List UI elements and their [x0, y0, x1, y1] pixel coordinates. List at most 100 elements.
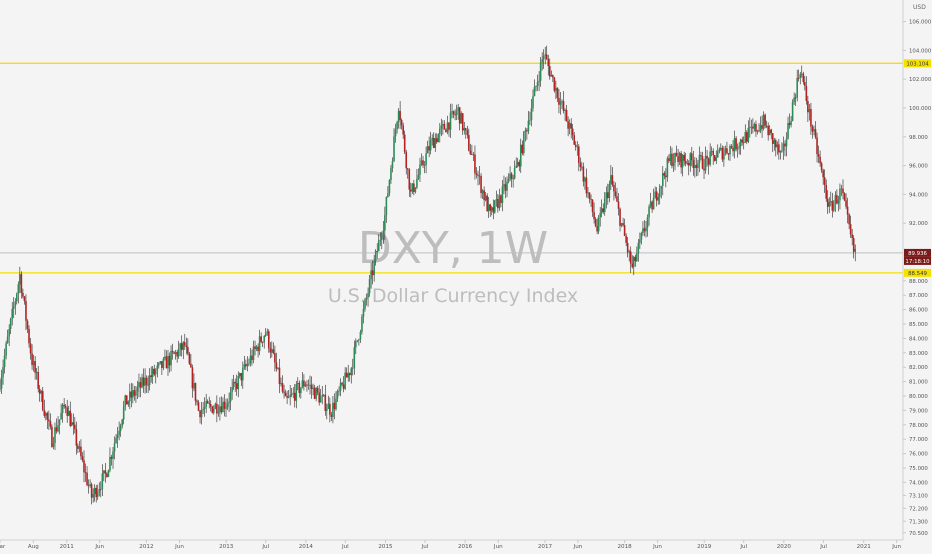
candle[interactable]: [29, 337, 32, 360]
candle[interactable]: [242, 361, 244, 389]
candle[interactable]: [419, 157, 421, 183]
candle[interactable]: [753, 122, 756, 132]
candle[interactable]: [782, 136, 785, 160]
candle[interactable]: [167, 349, 169, 376]
candle[interactable]: [171, 343, 174, 360]
candle[interactable]: [410, 182, 412, 198]
candle[interactable]: [274, 345, 276, 372]
candle[interactable]: [739, 138, 742, 155]
candle[interactable]: [446, 115, 449, 135]
candle[interactable]: [623, 218, 626, 237]
candle[interactable]: [307, 379, 310, 390]
candle[interactable]: [515, 157, 517, 169]
candle[interactable]: [142, 368, 145, 393]
candle[interactable]: [657, 193, 660, 205]
candle[interactable]: [675, 145, 678, 157]
candle[interactable]: [723, 146, 725, 167]
candle[interactable]: [55, 418, 58, 434]
candle[interactable]: [741, 136, 744, 146]
candle[interactable]: [558, 88, 560, 114]
candle[interactable]: [60, 403, 62, 420]
candle[interactable]: [112, 446, 114, 469]
candle[interactable]: [529, 111, 531, 126]
candle[interactable]: [95, 484, 98, 503]
candle[interactable]: [145, 375, 148, 393]
candle[interactable]: [124, 394, 127, 411]
candle[interactable]: [174, 349, 177, 360]
candle[interactable]: [6, 329, 9, 344]
candle[interactable]: [490, 205, 493, 216]
candle[interactable]: [248, 358, 250, 367]
candle[interactable]: [454, 109, 456, 121]
candle[interactable]: [727, 153, 730, 161]
candle[interactable]: [749, 117, 751, 138]
candle[interactable]: [666, 156, 669, 182]
candle[interactable]: [507, 173, 510, 184]
candle[interactable]: [293, 384, 296, 408]
candle[interactable]: [733, 130, 736, 159]
candle[interactable]: [306, 380, 308, 392]
candle[interactable]: [115, 433, 117, 444]
candle[interactable]: [34, 356, 36, 380]
candle[interactable]: [385, 196, 388, 223]
candle[interactable]: [322, 394, 325, 397]
candle[interactable]: [597, 215, 600, 235]
candle[interactable]: [764, 113, 766, 129]
candle[interactable]: [732, 140, 734, 157]
candle[interactable]: [258, 329, 261, 356]
candle[interactable]: [287, 389, 290, 399]
candle[interactable]: [193, 373, 195, 392]
candle[interactable]: [548, 58, 551, 80]
candle[interactable]: [428, 136, 430, 158]
candle[interactable]: [848, 213, 850, 230]
candle[interactable]: [591, 199, 594, 217]
candle[interactable]: [510, 172, 513, 188]
candle[interactable]: [620, 223, 623, 228]
candle[interactable]: [336, 389, 339, 403]
candle[interactable]: [460, 111, 463, 124]
candle[interactable]: [619, 207, 621, 232]
candle[interactable]: [687, 160, 690, 176]
candle[interactable]: [800, 65, 803, 78]
candle[interactable]: [463, 121, 466, 135]
candle[interactable]: [843, 192, 846, 202]
candle[interactable]: [451, 103, 453, 119]
candle[interactable]: [823, 169, 826, 193]
candle[interactable]: [787, 116, 789, 140]
candle[interactable]: [509, 166, 511, 182]
candle[interactable]: [164, 349, 166, 361]
candle[interactable]: [161, 360, 163, 375]
candle[interactable]: [168, 352, 171, 373]
candle[interactable]: [634, 254, 637, 267]
candle[interactable]: [767, 122, 769, 141]
candle[interactable]: [652, 188, 655, 210]
candle[interactable]: [489, 203, 492, 217]
candle[interactable]: [535, 85, 537, 92]
candle[interactable]: [90, 482, 93, 505]
candle[interactable]: [136, 380, 139, 399]
candle[interactable]: [713, 154, 716, 162]
candle[interactable]: [674, 152, 676, 171]
candle[interactable]: [765, 120, 768, 129]
candle[interactable]: [104, 463, 107, 483]
candle[interactable]: [431, 134, 433, 146]
candle[interactable]: [300, 387, 302, 399]
candle[interactable]: [199, 409, 201, 424]
candle[interactable]: [332, 395, 334, 424]
candle[interactable]: [712, 148, 714, 165]
candle[interactable]: [298, 380, 301, 398]
candle[interactable]: [745, 130, 748, 145]
candle[interactable]: [17, 281, 20, 304]
candle[interactable]: [162, 356, 165, 371]
candle[interactable]: [405, 149, 408, 175]
candle[interactable]: [403, 130, 406, 155]
candle[interactable]: [150, 366, 152, 383]
candle[interactable]: [109, 447, 111, 473]
candle[interactable]: [506, 176, 508, 198]
candle[interactable]: [788, 113, 791, 129]
candle[interactable]: [321, 385, 324, 405]
candle[interactable]: [519, 138, 522, 173]
candle[interactable]: [365, 293, 368, 306]
candle[interactable]: [773, 137, 776, 151]
candle[interactable]: [422, 155, 424, 168]
